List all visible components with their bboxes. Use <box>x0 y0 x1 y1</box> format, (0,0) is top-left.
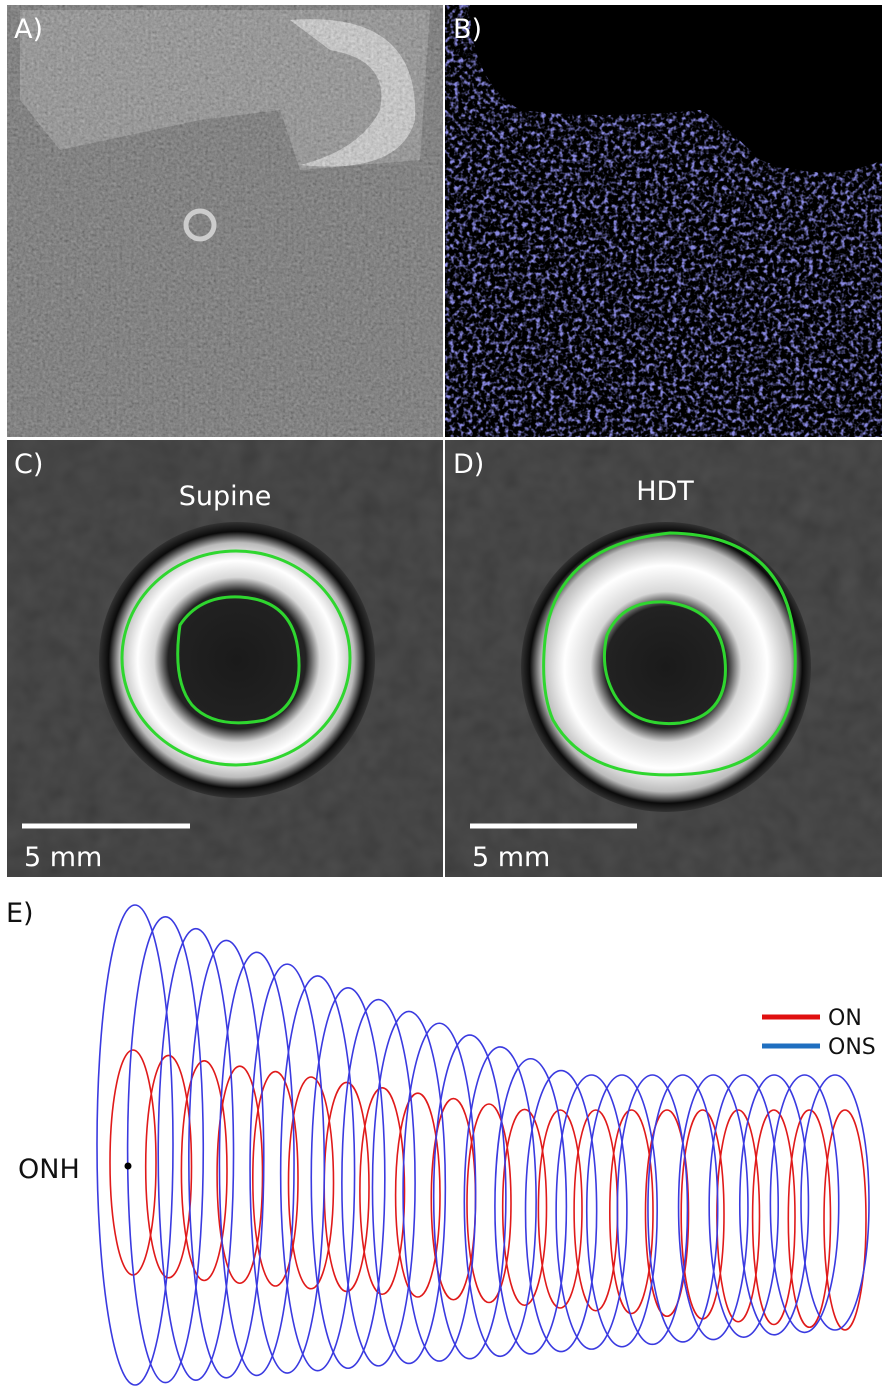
scale-label: 5 mm <box>24 842 102 873</box>
annotation: ONH <box>18 1154 80 1185</box>
nerve-contour <box>217 1066 262 1283</box>
nerve-contour <box>503 1109 547 1305</box>
page: A) B) C) Supine 5 mm D) HDT 5 mm E) ON <box>0 0 882 1397</box>
panel-title: Supine <box>179 481 272 512</box>
panel-label: D) <box>453 449 484 480</box>
panel-c: C) Supine 5 mm <box>7 440 443 877</box>
panel-label: E) <box>6 898 34 929</box>
sheath-contour <box>97 905 173 1385</box>
panel-d: D) HDT 5 mm <box>445 440 882 877</box>
panel-label: C) <box>14 449 43 480</box>
nerve-contour <box>146 1055 192 1277</box>
sheath-contour <box>801 1075 869 1330</box>
nerve-sheath <box>99 522 375 798</box>
nerve-contour <box>360 1088 405 1294</box>
nerve-sheath <box>521 522 811 812</box>
sheath-contour <box>740 1075 809 1335</box>
sheath-contour <box>158 929 233 1381</box>
panel-label: B) <box>453 14 482 45</box>
sheath-contour <box>311 988 385 1368</box>
sheath-contour <box>648 1075 718 1342</box>
panel-label: A) <box>14 14 43 45</box>
scale-label: 5 mm <box>472 842 550 873</box>
panel-title: HDT <box>636 476 694 507</box>
figure: A) B) C) Supine 5 mm D) HDT 5 mm E) ON <box>0 0 882 1397</box>
panel-b: B) <box>445 5 882 437</box>
sheath-contour <box>219 952 294 1375</box>
mri-texture <box>7 5 443 437</box>
legend-label: ON <box>828 1006 862 1031</box>
panel-e: E) ON ONS ONH <box>6 898 876 1385</box>
nerve-contour <box>110 1050 156 1275</box>
onh-marker <box>125 1163 132 1170</box>
legend-label: ONS <box>828 1035 876 1060</box>
sheath-contour <box>281 976 355 1371</box>
nerve-contour <box>574 1110 617 1311</box>
panel-a: A) <box>7 5 443 437</box>
nerve-contour <box>610 1110 653 1314</box>
sheath-contour <box>250 964 324 1373</box>
nerve-contour <box>324 1082 369 1291</box>
